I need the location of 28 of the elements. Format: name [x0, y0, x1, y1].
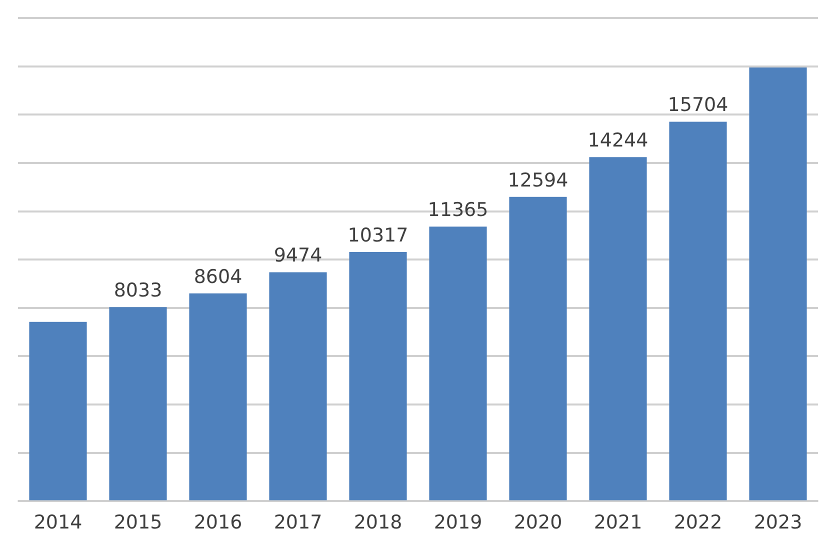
data-label: 15704 [668, 94, 728, 116]
x-tick-label: 2021 [594, 512, 642, 534]
bar [189, 293, 247, 500]
x-tick-label: 2015 [114, 512, 162, 534]
x-tick-label: 2023 [754, 512, 802, 534]
data-label: 8033 [114, 280, 162, 302]
bar [589, 157, 647, 500]
data-label: 12594 [508, 169, 568, 192]
data-label: 11365 [428, 199, 488, 222]
bar [429, 226, 487, 500]
x-tick-label: 2022 [674, 512, 722, 534]
x-tick-label: 2018 [354, 512, 402, 534]
bar [669, 122, 727, 500]
x-tick-label: 2019 [434, 512, 482, 534]
bar [29, 322, 87, 500]
x-tick-label: 2017 [274, 512, 322, 534]
bar [349, 252, 407, 500]
x-tick-label: 2016 [194, 512, 242, 534]
bar [509, 196, 567, 500]
x-tick-label: 2020 [514, 512, 562, 534]
data-label: 9474 [274, 244, 322, 267]
data-label: 10317 [348, 224, 408, 246]
bar [109, 307, 167, 500]
data-label: 14244 [588, 130, 648, 152]
data-label: 8604 [194, 266, 242, 288]
bar [749, 68, 807, 500]
x-tick-label: 2014 [34, 512, 82, 534]
bar [269, 272, 327, 500]
